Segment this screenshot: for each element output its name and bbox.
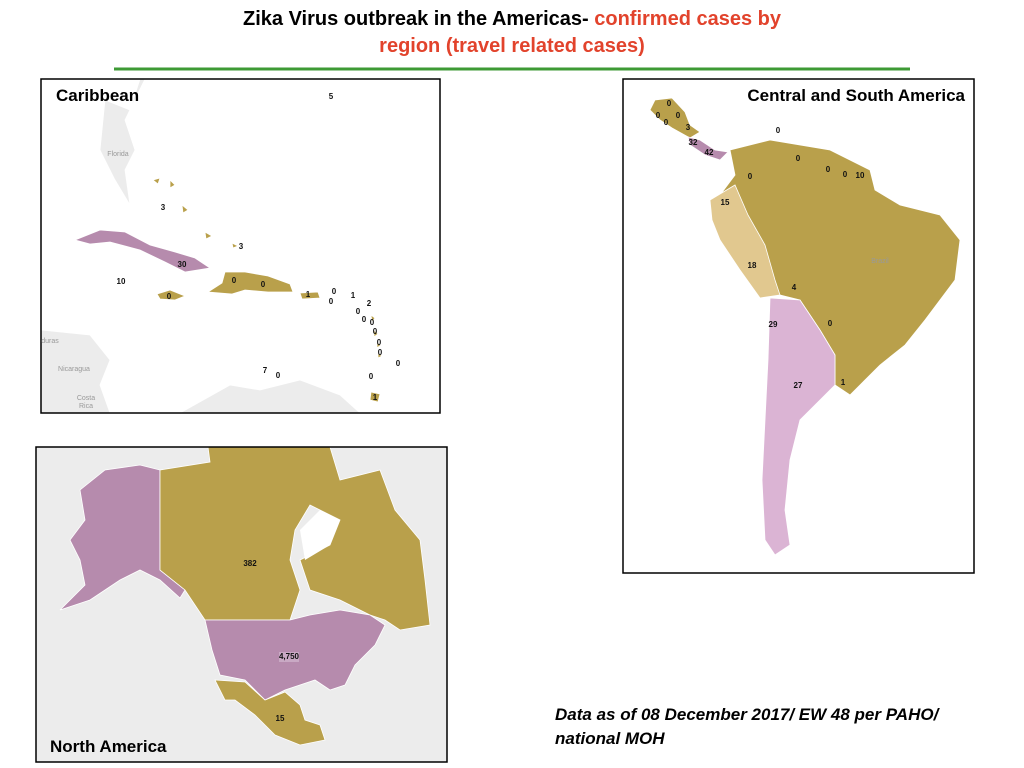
case-count: 7: [263, 366, 268, 375]
place-name: duras: [41, 338, 59, 345]
case-count: 0: [843, 170, 848, 179]
place-name: Florida: [107, 151, 129, 158]
place-name: Nicaragua: [58, 366, 90, 373]
case-count: 4,750: [279, 652, 300, 661]
case-count: 10: [856, 171, 865, 180]
north-america-map: [35, 446, 448, 763]
case-count: 15: [721, 198, 730, 207]
place-name: Rica: [79, 403, 93, 410]
case-count: 4: [792, 283, 797, 292]
case-count: 0: [776, 126, 781, 135]
title-line-1: Zika Virus outbreak in the Americas- con…: [243, 8, 782, 30]
case-count: 18: [748, 261, 757, 270]
case-count: 29: [769, 320, 778, 329]
title-highlight: region (travel related cases): [379, 35, 645, 57]
south-america-map: [622, 78, 975, 574]
case-count: 27: [794, 381, 803, 390]
case-count: 0: [232, 276, 237, 285]
panel-label: Central and South America: [747, 86, 965, 105]
case-count: 0: [373, 327, 378, 336]
case-count: 0: [261, 280, 266, 289]
case-count: 2: [367, 299, 372, 308]
case-count: 0: [828, 319, 833, 328]
case-count: 0: [664, 118, 669, 127]
case-count: 0: [362, 315, 367, 324]
case-count: 0: [826, 165, 831, 174]
case-count: 0: [329, 297, 334, 306]
place-name: Costa: [77, 395, 95, 402]
case-count: 0: [370, 318, 375, 327]
case-count: 0: [656, 111, 661, 120]
case-count: 32: [689, 138, 698, 147]
case-count: 42: [705, 148, 714, 157]
case-count: 0: [748, 172, 753, 181]
case-count: 0: [377, 338, 382, 347]
case-count: 1: [306, 290, 311, 299]
caribbean-map: [40, 78, 441, 414]
case-count: 30: [178, 260, 187, 269]
count-badge: [279, 652, 299, 662]
case-count: 10: [117, 277, 126, 286]
title-lead: Zika Virus outbreak in the Americas-: [243, 8, 589, 30]
note: Data as of 08 December 2017/ EW 48 per P…: [555, 705, 941, 724]
case-count: 1: [351, 291, 356, 300]
case-count: 1: [841, 378, 846, 387]
case-count: 5: [329, 92, 334, 101]
note: national MOH: [555, 729, 665, 748]
case-count: 3: [686, 123, 691, 132]
case-count: 0: [356, 307, 361, 316]
case-count: 0: [378, 348, 383, 357]
case-count: 0: [332, 287, 337, 296]
case-count: 382: [243, 559, 257, 568]
case-count: 0: [796, 154, 801, 163]
case-count: 3: [161, 203, 166, 212]
case-count: 0: [167, 292, 172, 301]
case-count: 3: [239, 242, 244, 251]
place-name: Brazil: [871, 258, 889, 265]
case-count: 0: [369, 372, 374, 381]
case-count: 1: [373, 393, 378, 402]
case-count: 0: [676, 111, 681, 120]
title-highlight: confirmed cases by: [594, 8, 782, 30]
case-count: 0: [667, 99, 672, 108]
case-count: 0: [396, 359, 401, 368]
case-count: 0: [276, 371, 281, 380]
case-count: 15: [276, 714, 285, 723]
panel-label: Caribbean: [56, 86, 139, 105]
panel-label: North America: [50, 737, 167, 756]
